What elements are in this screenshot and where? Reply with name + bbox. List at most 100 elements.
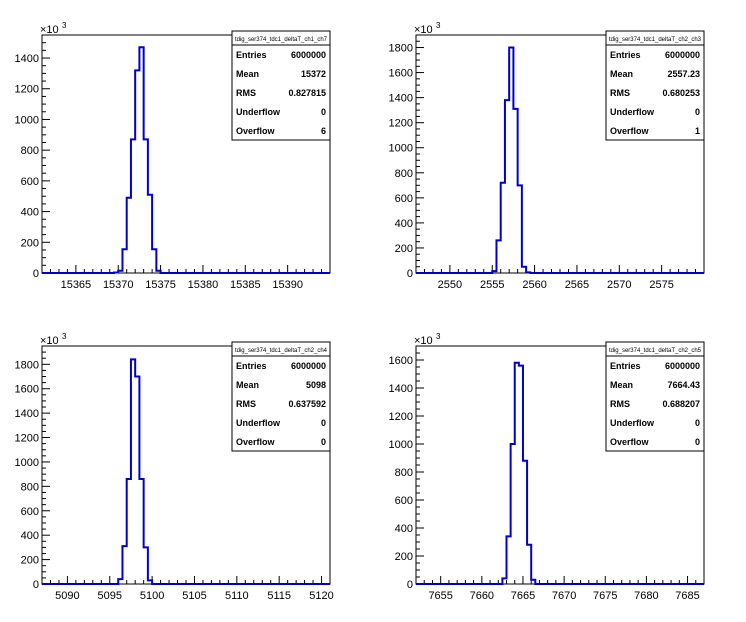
stats-label: Overflow bbox=[610, 437, 650, 447]
y-tick-label: 0 bbox=[33, 268, 39, 280]
y-tick-label: 800 bbox=[21, 145, 39, 157]
y-exponent-power: 3 bbox=[436, 21, 441, 30]
stats-label: Entries bbox=[610, 50, 641, 60]
stats-value: 6000000 bbox=[665, 361, 700, 371]
x-tick-label: 15390 bbox=[272, 279, 303, 291]
x-tick-label: 2550 bbox=[438, 279, 462, 291]
y-tick-label: 1600 bbox=[389, 355, 413, 367]
stats-label: Mean bbox=[610, 69, 633, 79]
histogram-line bbox=[42, 358, 330, 585]
y-tick-label: 1400 bbox=[389, 93, 413, 105]
stats-value: 0.688207 bbox=[662, 399, 700, 409]
x-tick-label: 2560 bbox=[522, 279, 546, 291]
stats-value: 0.827815 bbox=[288, 88, 326, 98]
histogram-panel-4: 0 200 400 600 800 1000 1200 1400 1600 7655 7660 766… bbox=[389, 332, 705, 602]
x-tick-label: 5090 bbox=[55, 590, 79, 602]
stats-label: Underflow bbox=[236, 107, 281, 117]
x-tick-label: 7655 bbox=[428, 590, 452, 602]
stats-value: 6000000 bbox=[291, 50, 326, 60]
y-tick-label: 200 bbox=[395, 551, 413, 563]
y-tick-label: 400 bbox=[21, 530, 39, 542]
y-tick-label: 1400 bbox=[389, 383, 413, 395]
x-tick-label: 15385 bbox=[230, 279, 261, 291]
stats-value: 0.637592 bbox=[288, 399, 326, 409]
y-tick-label: 400 bbox=[21, 207, 39, 219]
stats-box bbox=[605, 341, 705, 452]
x-tick-label: 7685 bbox=[675, 590, 699, 602]
stats-label: Entries bbox=[610, 361, 641, 371]
stats-box-title: tdig_ser374_tdc1_deltaT_ch2_ch4 bbox=[235, 348, 328, 354]
stats-label: Underflow bbox=[610, 107, 655, 117]
y-tick-label: 600 bbox=[395, 495, 413, 507]
x-tick-label: 15365 bbox=[61, 279, 92, 291]
stats-label: RMS bbox=[610, 88, 630, 98]
x-tick-label: 5095 bbox=[98, 590, 122, 602]
y-exponent-power: 3 bbox=[436, 332, 441, 341]
x-tick-label: 5115 bbox=[267, 590, 291, 602]
x-tick-label: 7670 bbox=[552, 590, 576, 602]
y-exponent-power: 3 bbox=[62, 332, 67, 341]
x-tick-label: 2555 bbox=[480, 279, 504, 291]
y-tick-label: 0 bbox=[407, 268, 413, 280]
histogram-line bbox=[416, 361, 704, 585]
histogram-line bbox=[42, 46, 330, 274]
y-tick-label: 600 bbox=[21, 506, 39, 518]
y-tick-label: 200 bbox=[395, 243, 413, 255]
y-tick-label: 1400 bbox=[15, 53, 39, 65]
y-tick-label: 1000 bbox=[15, 457, 39, 469]
x-tick-label: 15370 bbox=[103, 279, 134, 291]
y-tick-label: 0 bbox=[33, 579, 39, 591]
y-tick-label: 1800 bbox=[15, 359, 39, 371]
stats-box bbox=[231, 30, 331, 141]
y-tick-label: 1600 bbox=[15, 384, 39, 396]
y-tick-label: 1000 bbox=[389, 439, 413, 451]
stats-value: 1 bbox=[695, 126, 700, 136]
y-exponent-label: ×10 bbox=[40, 335, 59, 347]
stats-box bbox=[605, 30, 705, 141]
stats-value: 0 bbox=[321, 107, 326, 117]
y-tick-label: 1000 bbox=[15, 114, 39, 126]
stats-label: Underflow bbox=[236, 418, 281, 428]
stats-box-title: tdig_ser374_tdc1_deltaT_ch2_ch5 bbox=[609, 348, 702, 354]
x-tick-label: 7660 bbox=[470, 590, 494, 602]
y-exponent-label: ×10 bbox=[414, 24, 433, 36]
x-tick-label: 5120 bbox=[309, 590, 333, 602]
stats-value: 6000000 bbox=[665, 50, 700, 60]
stats-label: Entries bbox=[236, 361, 267, 371]
stats-label: RMS bbox=[236, 399, 256, 409]
histogram-panel-2: 0 200 400 600 800 1000 1200 1400 1600 1800 2550 255… bbox=[389, 21, 705, 291]
stats-label: RMS bbox=[610, 399, 630, 409]
stats-value: 15372 bbox=[301, 69, 326, 79]
stats-value: 7664.43 bbox=[667, 380, 700, 390]
stats-value: 0 bbox=[695, 107, 700, 117]
stats-label: Mean bbox=[236, 69, 259, 79]
stats-value: 0 bbox=[695, 418, 700, 428]
stats-label: RMS bbox=[236, 88, 256, 98]
y-tick-label: 200 bbox=[21, 555, 39, 567]
y-tick-label: 400 bbox=[395, 218, 413, 230]
x-tick-label: 2565 bbox=[565, 279, 589, 291]
stats-label: Underflow bbox=[610, 418, 655, 428]
y-exponent-power: 3 bbox=[62, 21, 67, 30]
stats-value: 6000000 bbox=[291, 361, 326, 371]
y-tick-label: 1200 bbox=[15, 433, 39, 445]
y-tick-label: 1000 bbox=[389, 143, 413, 155]
x-tick-label: 7675 bbox=[593, 590, 617, 602]
stats-label: Mean bbox=[610, 380, 633, 390]
y-exponent-label: ×10 bbox=[40, 24, 59, 36]
y-tick-label: 800 bbox=[395, 467, 413, 479]
x-tick-label: 7680 bbox=[634, 590, 658, 602]
y-tick-label: 1200 bbox=[389, 411, 413, 423]
x-tick-label: 15375 bbox=[145, 279, 176, 291]
stats-label: Overflow bbox=[236, 126, 276, 136]
x-tick-label: 2575 bbox=[649, 279, 673, 291]
x-tick-label: 5105 bbox=[182, 590, 206, 602]
stats-value: 5098 bbox=[306, 380, 326, 390]
stats-box-title: tdig_ser374_tdc1_deltaT_ch2_ch3 bbox=[609, 37, 702, 43]
y-tick-label: 1600 bbox=[389, 68, 413, 80]
y-tick-label: 1800 bbox=[389, 43, 413, 55]
stats-label: Mean bbox=[236, 380, 259, 390]
y-tick-label: 600 bbox=[21, 176, 39, 188]
stats-label: Entries bbox=[236, 50, 267, 60]
